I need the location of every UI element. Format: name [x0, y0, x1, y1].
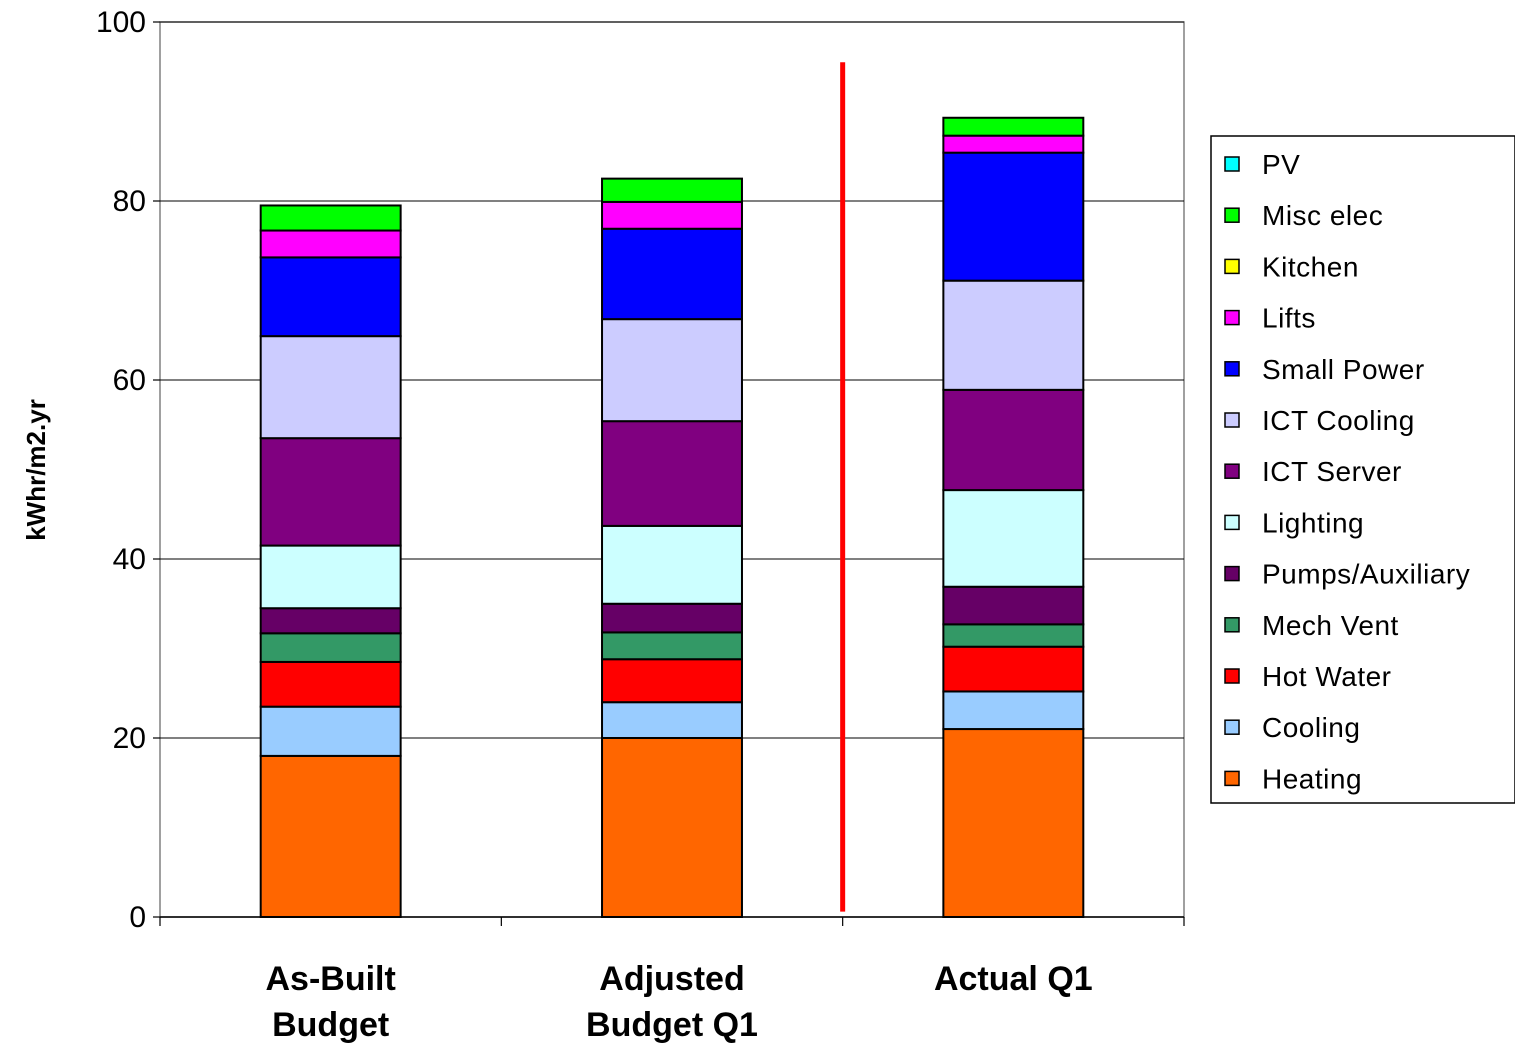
legend-label: Heating — [1262, 763, 1362, 794]
legend-swatch — [1224, 309, 1240, 326]
legend-swatch — [1224, 668, 1240, 684]
legend-swatch — [1224, 207, 1240, 223]
legend-box — [1210, 135, 1515, 804]
bar-segment-lighting — [942, 489, 1085, 588]
bar-segment-misc-elec — [942, 116, 1085, 137]
bar-segment-small-power — [259, 256, 402, 338]
bar-segment-ict-cooling — [942, 279, 1085, 391]
legend-label: Lifts — [1262, 303, 1316, 334]
category-label: Actual Q1 — [934, 960, 1093, 998]
bar-segment-lifts — [601, 200, 743, 230]
legend-swatch — [1224, 156, 1240, 172]
bar-segment-mech-vent — [601, 631, 743, 661]
legend-label: ICT Server — [1262, 456, 1402, 487]
bar-segment-cooling — [601, 701, 743, 740]
legend-label: Small Power — [1262, 354, 1425, 385]
legend-swatch — [1224, 617, 1240, 633]
legend: PV Misc elec Kitchen Lifts Small Power ICT Co… — [1210, 135, 1515, 804]
bar-segment-hot-water — [942, 645, 1085, 693]
legend-label: Cooling — [1262, 712, 1360, 743]
legend-label: Kitchen — [1262, 251, 1359, 282]
y-tick-label: 20 — [113, 722, 146, 755]
bar-segment-lighting — [601, 524, 743, 605]
bar-segment-hot-water — [601, 658, 743, 704]
legend-swatch — [1224, 258, 1240, 275]
legend-swatch — [1224, 770, 1240, 787]
bar-segment-mech-vent — [259, 632, 402, 663]
y-tick-label: 80 — [113, 185, 146, 218]
bar-segment-heating — [942, 728, 1085, 918]
category-label: As-Built — [266, 960, 396, 998]
bar-segment-small-power — [942, 151, 1085, 282]
legend-label: Lighting — [1262, 507, 1364, 538]
bar-segment-small-power — [601, 227, 743, 321]
y-tick-label: 0 — [129, 901, 146, 934]
bar-segment-hot-water — [259, 660, 402, 708]
legend-label: Pumps/Auxiliary — [1262, 559, 1470, 590]
legend-swatch — [1224, 361, 1240, 377]
category-labels: As-Built Budget Adjusted Budget Q1 Actual Q1 — [266, 960, 1093, 1044]
bar-segment-cooling — [259, 705, 402, 757]
legend-label: Mech Vent — [1262, 610, 1399, 641]
legend-swatch — [1224, 463, 1240, 479]
bar-segment-misc-elec — [601, 177, 743, 203]
bar-segment-misc-elec — [259, 204, 402, 232]
legend-swatch — [1224, 719, 1240, 735]
bar-segment-pumps-auxiliary — [601, 602, 743, 634]
legend-swatch — [1224, 565, 1240, 582]
bar-segment-ict-cooling — [259, 335, 402, 440]
bar-segment-pumps-auxiliary — [942, 585, 1085, 626]
legend-label: PV — [1262, 149, 1300, 180]
legend-label: Hot Water — [1262, 661, 1392, 692]
y-axis-title: kWhr/m2.yr — [21, 399, 51, 541]
bar-segment-ict-server — [942, 388, 1085, 492]
bar-segment-cooling — [942, 690, 1085, 731]
x-axis-ticks — [159, 917, 1185, 926]
bar-segment-lighting — [259, 544, 402, 610]
category-label: Budget — [272, 1006, 389, 1044]
legend-label: ICT Cooling — [1262, 405, 1415, 436]
legend-label: Misc elec — [1262, 200, 1383, 231]
legend-swatch — [1224, 412, 1240, 428]
bar-segment-heating — [259, 754, 402, 919]
bar-segment-ict-server — [259, 437, 402, 547]
bars-group — [259, 116, 1085, 919]
y-tick-label: 40 — [113, 543, 146, 576]
bar-segment-heating — [601, 737, 743, 918]
bar-segment-lifts — [259, 229, 402, 259]
y-tick-label: 100 — [96, 6, 146, 39]
bar-segment-ict-cooling — [601, 318, 743, 423]
legend-swatch — [1224, 514, 1240, 531]
category-label: Adjusted — [599, 960, 744, 998]
bar-segment-ict-server — [601, 420, 743, 527]
bar-segment-lifts — [942, 134, 1085, 154]
bar-segment-pumps-auxiliary — [259, 607, 402, 635]
y-tick-label: 60 — [113, 364, 146, 397]
bar-segment-mech-vent — [942, 623, 1085, 648]
category-label: Budget Q1 — [586, 1006, 758, 1044]
